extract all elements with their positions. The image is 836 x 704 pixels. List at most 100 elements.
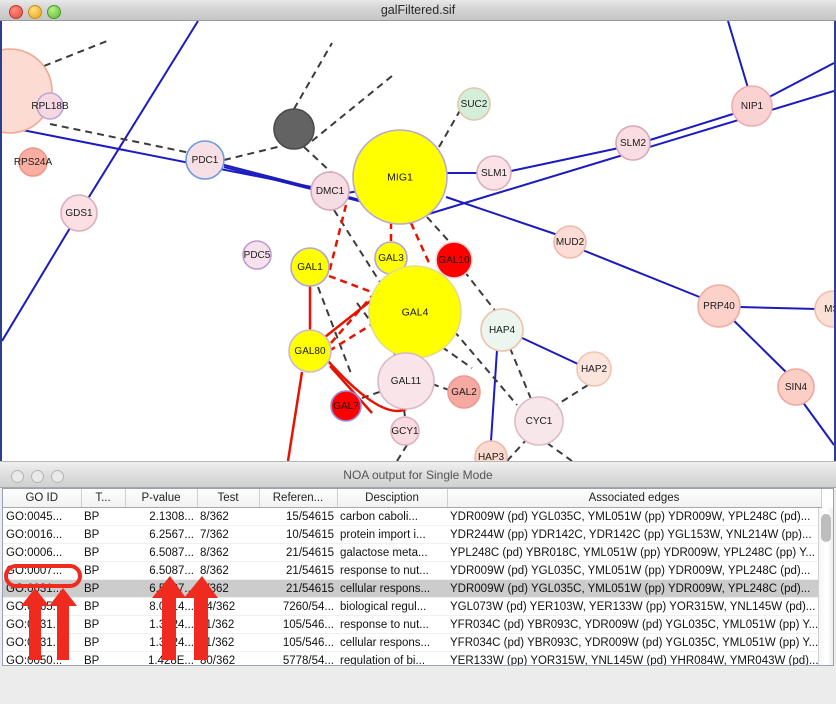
table-row[interactable]: GO:0045... BP 2.1308... 8/362 15/54615 carbon… xyxy=(3,507,821,526)
panel-minimize-button[interactable] xyxy=(31,470,44,483)
minimize-button[interactable] xyxy=(28,5,42,19)
cell-test: 80/362 xyxy=(197,651,259,665)
cell-go-id: GO:0016... xyxy=(3,525,81,544)
network-node-gal80[interactable]: GAL80 xyxy=(288,329,332,373)
network-node-gal10[interactable]: GAL10 xyxy=(435,241,473,279)
network-node-gal11[interactable]: GAL11 xyxy=(377,352,435,410)
network-node-hap3[interactable]: HAP3 xyxy=(474,440,508,461)
cell-p-value: 1.3324... xyxy=(125,615,197,634)
cell-description: response to nut... xyxy=(337,615,447,634)
cell-description: galactose meta... xyxy=(337,543,447,562)
network-node-slm1[interactable]: SLM1 xyxy=(476,155,512,191)
scrollbar-thumb[interactable] xyxy=(821,514,831,542)
network-node-prp40[interactable]: PRP40 xyxy=(697,284,741,328)
network-node-msi[interactable]: MSI xyxy=(814,290,834,328)
table-row[interactable]: GO:0065... BP 8.0614... 94/362 7260/54... bio… xyxy=(3,597,821,616)
column-header-p-value[interactable]: P-value xyxy=(125,489,198,508)
network-node-gal1[interactable]: GAL1 xyxy=(290,247,330,287)
table-row[interactable]: GO:0031... BP 6.5087... 8/362 21/54615 cellul… xyxy=(3,579,821,598)
network-node-rps24a[interactable]: RPS24A xyxy=(14,147,53,177)
cell-test: 8/362 xyxy=(197,561,259,580)
panel-zoom-button[interactable] xyxy=(51,470,64,483)
network-node-rps24a-big[interactable] xyxy=(2,48,53,134)
main-window-titlebar: galFiltered.sif xyxy=(0,0,836,21)
cell-type: BP xyxy=(81,579,125,598)
table-row[interactable]: GO:0050... BP 1.428E... 80/362 5778/54... reg… xyxy=(3,651,821,665)
column-header-description[interactable]: Desciption xyxy=(337,489,448,508)
cell-type: BP xyxy=(81,525,125,544)
column-header-associated-edges[interactable]: Associated edges xyxy=(447,489,822,508)
cell-associated-edges: YDR009W (pd) YGL035C, YML051W (pp) YDR00… xyxy=(447,507,821,526)
table-body: GO:0045... BP 2.1308... 8/362 15/54615 carbon… xyxy=(3,507,821,665)
cell-description: protein import i... xyxy=(337,525,447,544)
cell-go-id: GO:0031... xyxy=(3,579,81,598)
cell-associated-edges: YER133W (pp) YOR315W, YNL145W (pd) YHR08… xyxy=(447,651,821,665)
network-node-suc2[interactable]: SUC2 xyxy=(457,87,491,121)
network-node-mud2[interactable]: MUD2 xyxy=(553,225,587,259)
cell-go-id: GO:0007... xyxy=(3,561,81,580)
cell-type: BP xyxy=(81,651,125,665)
network-canvas[interactable]: RPL18B RPS24A GDS1 PDC1 PDC5 DMC1 MIG1 SUC2 SLM1… xyxy=(0,21,836,461)
cell-description: cellular respons... xyxy=(337,579,447,598)
column-header-reference[interactable]: Referen... xyxy=(259,489,338,508)
network-node-hap4[interactable]: HAP4 xyxy=(480,308,524,352)
cell-p-value: 1.3324... xyxy=(125,633,197,652)
cell-test: 8/362 xyxy=(197,579,259,598)
network-node-sin4[interactable]: SIN4 xyxy=(777,368,815,406)
column-header-test[interactable]: Test xyxy=(197,489,260,508)
network-node-dmc1[interactable]: DMC1 xyxy=(310,171,350,211)
cell-description: cellular respons... xyxy=(337,633,447,652)
cell-reference: 15/54615 xyxy=(259,507,337,526)
zoom-button[interactable] xyxy=(47,5,61,19)
table-vertical-scrollbar[interactable] xyxy=(818,508,833,665)
cell-reference: 21/54615 xyxy=(259,579,337,598)
cell-description: biological regul... xyxy=(337,597,447,616)
cell-type: BP xyxy=(81,561,125,580)
cell-go-id: GO:0050... xyxy=(3,651,81,665)
network-node-gal4[interactable]: GAL4 xyxy=(368,265,462,359)
cell-go-id: GO:0031... xyxy=(3,615,81,634)
network-node-nip1[interactable]: NIP1 xyxy=(731,85,773,127)
network-node-gal7[interactable]: GAL7 xyxy=(330,390,362,422)
cell-type: BP xyxy=(81,543,125,562)
cell-p-value: 8.0614... xyxy=(125,597,197,616)
table-row[interactable]: GO:0016... BP 6.2567... 7/362 10/54615 protei… xyxy=(3,525,821,544)
column-header-type[interactable]: T... xyxy=(81,489,126,508)
network-node-gal2[interactable]: GAL2 xyxy=(447,375,481,409)
cell-test: 8/362 xyxy=(197,507,259,526)
cell-go-id: GO:0065... xyxy=(3,597,81,616)
cell-description: regulation of bi... xyxy=(337,651,447,665)
cell-reference: 5778/54... xyxy=(259,651,337,665)
network-node-mig1[interactable]: MIG1 xyxy=(352,129,448,225)
network-node-gcy1[interactable]: GCY1 xyxy=(390,416,420,446)
table-row[interactable]: GO:0006... BP 6.5087... 8/362 21/54615 galact… xyxy=(3,543,821,562)
results-table: GO ID T... P-value Test Referen... Desci… xyxy=(3,489,822,665)
results-table-container[interactable]: GO ID T... P-value Test Referen... Desci… xyxy=(2,488,834,666)
cell-associated-edges: YDR009W (pd) YGL035C, YML051W (pp) YDR00… xyxy=(447,561,821,580)
network-node-gds1[interactable]: GDS1 xyxy=(60,194,98,232)
table-row[interactable]: GO:0007... BP 6.5087... 8/362 21/54615 respon… xyxy=(3,561,821,580)
cell-test: 11/362 xyxy=(197,633,259,652)
network-node-pdc5[interactable]: PDC5 xyxy=(242,240,272,270)
network-node-pdc1[interactable]: PDC1 xyxy=(185,140,225,180)
table-row[interactable]: GO:0031... BP 1.3324... 11/362 105/546... res… xyxy=(3,615,821,634)
window-title: galFiltered.sif xyxy=(380,3,456,17)
cell-reference: 7260/54... xyxy=(259,597,337,616)
cell-p-value: 6.5087... xyxy=(125,543,197,562)
table-row[interactable]: GO:0031... BP 1.3324... 11/362 105/546... cel… xyxy=(3,633,821,652)
cell-reference: 21/54615 xyxy=(259,543,337,562)
cell-reference: 21/54615 xyxy=(259,561,337,580)
cell-type: BP xyxy=(81,633,125,652)
panel-title: NOA output for Single Mode xyxy=(343,468,493,482)
column-header-go-id[interactable]: GO ID xyxy=(3,489,82,508)
network-node-unlabeled[interactable] xyxy=(273,108,315,150)
cell-associated-edges: YDR009W (pd) YGL035C, YML051W (pp) YDR00… xyxy=(447,579,821,598)
cell-associated-edges: YFR034C (pd) YBR093C, YDR009W (pd) YGL03… xyxy=(447,633,821,652)
close-button[interactable] xyxy=(9,5,23,19)
network-node-hap2[interactable]: HAP2 xyxy=(576,351,612,387)
cell-reference: 105/546... xyxy=(259,633,337,652)
panel-close-button[interactable] xyxy=(11,470,24,483)
network-node-cyc1[interactable]: CYC1 xyxy=(514,396,564,446)
network-node-slm2[interactable]: SLM2 xyxy=(615,125,651,161)
cell-associated-edges: YPL248C (pd) YBR018C, YML051W (pp) YDR00… xyxy=(447,543,821,562)
